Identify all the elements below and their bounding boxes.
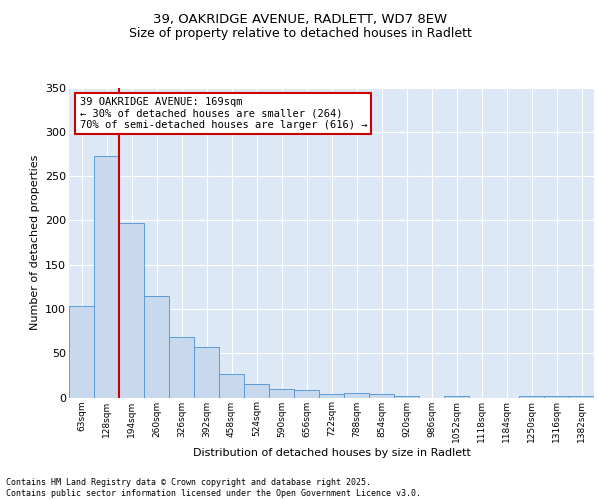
Text: Contains HM Land Registry data © Crown copyright and database right 2025.
Contai: Contains HM Land Registry data © Crown c… — [6, 478, 421, 498]
Bar — [269, 388, 294, 398]
Bar — [369, 394, 394, 398]
Bar — [319, 394, 344, 398]
Bar — [294, 390, 319, 398]
Y-axis label: Number of detached properties: Number of detached properties — [29, 155, 40, 330]
Bar — [169, 338, 194, 398]
Bar — [194, 347, 219, 398]
Bar — [219, 374, 244, 398]
Text: 39 OAKRIDGE AVENUE: 169sqm
← 30% of detached houses are smaller (264)
70% of sem: 39 OAKRIDGE AVENUE: 169sqm ← 30% of deta… — [79, 97, 367, 130]
Text: Size of property relative to detached houses in Radlett: Size of property relative to detached ho… — [128, 28, 472, 40]
Bar — [569, 396, 594, 398]
Text: 39, OAKRIDGE AVENUE, RADLETT, WD7 8EW: 39, OAKRIDGE AVENUE, RADLETT, WD7 8EW — [153, 12, 447, 26]
Bar — [344, 393, 369, 398]
Bar — [69, 306, 94, 398]
Bar — [244, 384, 269, 398]
Bar — [544, 396, 569, 398]
Bar — [519, 396, 544, 398]
X-axis label: Distribution of detached houses by size in Radlett: Distribution of detached houses by size … — [193, 448, 470, 458]
Bar — [394, 396, 419, 398]
Bar — [94, 156, 119, 398]
Bar — [144, 296, 169, 398]
Bar — [119, 223, 144, 398]
Bar — [444, 396, 469, 398]
